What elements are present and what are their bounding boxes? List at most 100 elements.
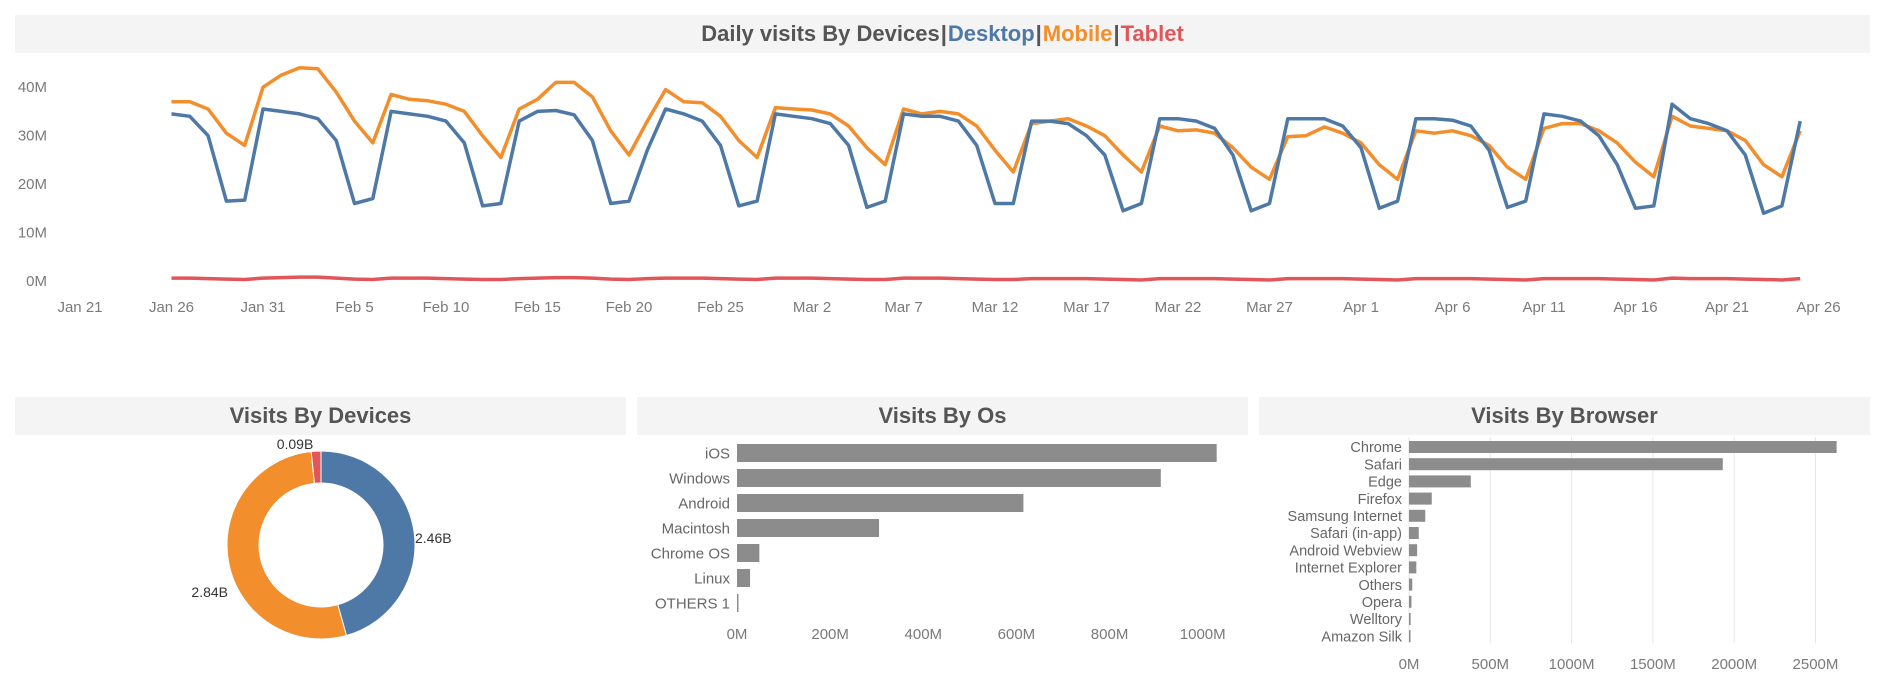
x-tick-label: Apr 26 <box>1796 299 1840 316</box>
devices-donut-chart[interactable]: 2.46B 2.84B 0.09B <box>15 437 626 693</box>
bar-linux <box>737 569 751 587</box>
donut-slice-mobile <box>226 450 348 640</box>
bar-category-label: iOS <box>705 445 730 462</box>
os-title-text: Visits By Os <box>878 403 1007 428</box>
daily-visits-line-chart[interactable]: 0M 10M 20M 30M 40M Jan 21 Jan 26 Jan 31 Feb 5 Feb… <box>0 55 1880 385</box>
bar-category-label: Internet Explorer <box>1295 561 1402 577</box>
main-title-prefix: Daily visits By Devices <box>701 21 940 46</box>
bar-macintosh <box>737 519 880 537</box>
x-tick-label: Feb 10 <box>423 299 470 316</box>
donut-label-desktop: 2.46B <box>415 530 452 546</box>
bar-category-label: Chrome OS <box>651 545 730 562</box>
bar-category-label: Safari (in-app) <box>1310 526 1402 542</box>
x-tick-label: Mar 7 <box>884 299 922 316</box>
x-tick-label: Apr 21 <box>1705 299 1749 316</box>
title-separator: | <box>1113 21 1120 46</box>
bar-category-label: Windows <box>669 470 730 487</box>
bar-opera <box>1409 595 1412 608</box>
y-tick-label: 20M <box>18 176 47 193</box>
bar-category-label: Firefox <box>1358 492 1403 508</box>
x-tick-label: 1000M <box>1180 626 1226 643</box>
x-tick-label: 1000M <box>1549 656 1595 673</box>
donut-title-text: Visits By Devices <box>229 403 412 428</box>
x-tick-label: Apr 1 <box>1343 299 1379 316</box>
x-tick-label: 500M <box>1472 656 1510 673</box>
x-tick-label: 400M <box>905 626 943 643</box>
bar-category-label: Amazon Silk <box>1321 629 1402 645</box>
os-bar-chart[interactable]: iOS Windows Android Macintosh Chrome OS Linux… <box>637 437 1248 693</box>
bar-welltory <box>1409 613 1411 625</box>
x-tick-label: Mar 22 <box>1155 299 1202 316</box>
x-tick-label: 200M <box>811 626 849 643</box>
x-tick-label: Jan 31 <box>240 299 285 316</box>
x-tick-label: Mar 12 <box>972 299 1019 316</box>
browser-title-text: Visits By Browser <box>1471 403 1658 428</box>
bar-android-webview <box>1409 544 1418 557</box>
bar-category-label: Others <box>1358 578 1402 594</box>
bar-category-label: Android Webview <box>1289 543 1402 559</box>
legend-desktop[interactable]: Desktop <box>947 21 1035 46</box>
y-tick-label: 40M <box>18 79 47 96</box>
x-tick-label: Apr 16 <box>1613 299 1657 316</box>
bar-category-label: Linux <box>694 570 730 587</box>
bar-category-label: Edge <box>1368 475 1402 491</box>
x-tick-label: Feb 5 <box>335 299 373 316</box>
browser-title: Visits By Browser <box>1259 397 1870 435</box>
x-tick-label: Feb 20 <box>606 299 653 316</box>
bar-category-label: Macintosh <box>662 520 730 537</box>
x-tick-label: Jan 26 <box>149 299 194 316</box>
bar-chrome <box>1409 441 1837 453</box>
x-tick-label: Apr 6 <box>1435 299 1471 316</box>
title-separator: | <box>1035 21 1042 46</box>
donut-label-tablet: 0.09B <box>277 437 314 452</box>
x-tick-label: Jan 21 <box>57 299 102 316</box>
os-title: Visits By Os <box>637 397 1248 435</box>
bar-category-label: Safari <box>1364 457 1402 473</box>
x-tick-label: 2000M <box>1711 656 1757 673</box>
x-tick-label: Mar 17 <box>1063 299 1110 316</box>
x-tick-label: 600M <box>998 626 1036 643</box>
donut-slice-tablet <box>310 450 322 484</box>
donut-label-mobile: 2.84B <box>191 584 228 600</box>
bar-edge <box>1409 475 1471 488</box>
legend-tablet[interactable]: Tablet <box>1120 21 1184 46</box>
bar-samsung-internet <box>1409 509 1426 522</box>
x-tick-label: 1500M <box>1630 656 1676 673</box>
bar-firefox <box>1409 492 1432 505</box>
legend-mobile[interactable]: Mobile <box>1042 21 1113 46</box>
x-tick-label: Apr 11 <box>1522 299 1565 316</box>
y-tick-label: 10M <box>18 225 47 242</box>
bar-safari <box>1409 458 1723 471</box>
x-tick-label: Mar 2 <box>793 299 831 316</box>
series-line-desktop <box>171 102 1802 215</box>
bar-category-label: OTHERS 1 <box>655 595 730 612</box>
bar-safari-in-app- <box>1409 527 1419 539</box>
donut-slice-desktop <box>320 450 416 637</box>
main-title: Daily visits By Devices | Desktop | Mobi… <box>15 15 1870 53</box>
x-tick-label: 800M <box>1091 626 1129 643</box>
x-tick-label: 0M <box>1399 656 1420 673</box>
bar-ios <box>737 444 1217 462</box>
series-line-mobile <box>171 66 1802 182</box>
bar-category-label: Samsung Internet <box>1288 509 1402 525</box>
x-tick-label: 0M <box>727 626 748 643</box>
x-tick-label: 2500M <box>1793 656 1839 673</box>
bar-category-label: Opera <box>1362 595 1403 611</box>
bar-others-1 <box>737 594 739 612</box>
donut-title: Visits By Devices <box>15 397 626 435</box>
x-tick-label: Mar 27 <box>1246 299 1293 316</box>
bar-category-label: Welltory <box>1350 612 1403 628</box>
y-tick-label: 30M <box>18 128 47 145</box>
bar-category-label: Chrome <box>1350 440 1402 456</box>
bar-windows <box>737 469 1161 487</box>
bar-amazon-silk <box>1409 630 1411 643</box>
bar-chrome-os <box>737 544 760 562</box>
y-tick-label: 0M <box>26 273 47 290</box>
title-separator: | <box>940 21 947 46</box>
x-tick-label: Feb 15 <box>514 299 561 316</box>
bar-android <box>737 494 1024 512</box>
series-line-tablet <box>171 275 1801 282</box>
bar-category-label: Android <box>678 495 730 512</box>
x-tick-label: Feb 25 <box>697 299 744 316</box>
